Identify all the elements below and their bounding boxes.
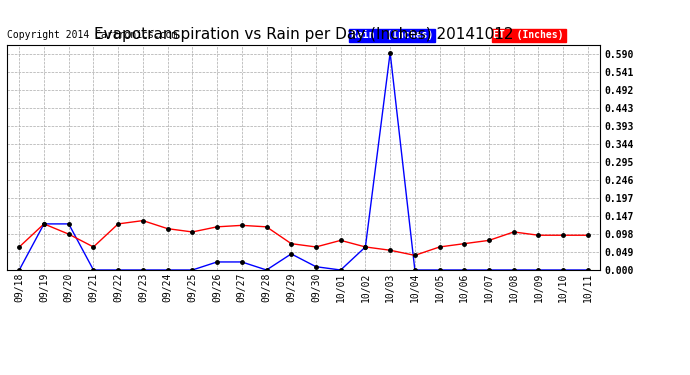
ET  (Inches) xyxy=(460,242,469,246)
ET  (Inches) xyxy=(362,245,370,249)
ET  (Inches) xyxy=(65,232,73,236)
Rain  (Inches) xyxy=(435,268,444,272)
Rain  (Inches) xyxy=(312,264,320,269)
Rain  (Inches) xyxy=(139,268,147,272)
ET  (Inches) xyxy=(485,238,493,243)
ET  (Inches) xyxy=(237,223,246,228)
Text: Copyright 2014 Cartronics.com: Copyright 2014 Cartronics.com xyxy=(7,30,177,40)
ET  (Inches) xyxy=(435,245,444,249)
Rain  (Inches) xyxy=(337,268,345,272)
Rain  (Inches) xyxy=(485,268,493,272)
ET  (Inches) xyxy=(262,225,270,229)
ET  (Inches) xyxy=(386,248,394,252)
Text: Rain  (Inches): Rain (Inches) xyxy=(351,30,433,40)
Title: Evapotranspiration vs Rain per Day (Inches) 20141012: Evapotranspiration vs Rain per Day (Inch… xyxy=(94,27,513,42)
Rain  (Inches) xyxy=(65,222,73,226)
ET  (Inches) xyxy=(139,218,147,223)
ET  (Inches) xyxy=(312,245,320,249)
ET  (Inches) xyxy=(15,245,23,249)
Rain  (Inches) xyxy=(188,268,197,272)
ET  (Inches) xyxy=(584,233,592,237)
ET  (Inches) xyxy=(213,225,221,229)
Rain  (Inches) xyxy=(114,268,122,272)
Rain  (Inches) xyxy=(460,268,469,272)
ET  (Inches) xyxy=(89,245,97,249)
Rain  (Inches) xyxy=(213,260,221,264)
ET  (Inches) xyxy=(510,230,518,234)
ET  (Inches) xyxy=(164,226,172,231)
Rain  (Inches) xyxy=(411,268,419,272)
ET  (Inches) xyxy=(559,233,567,237)
ET  (Inches) xyxy=(337,238,345,243)
Rain  (Inches) xyxy=(262,268,270,272)
ET  (Inches) xyxy=(287,242,295,246)
Rain  (Inches) xyxy=(559,268,567,272)
ET  (Inches) xyxy=(188,230,197,234)
Rain  (Inches) xyxy=(89,268,97,272)
ET  (Inches) xyxy=(411,253,419,258)
Rain  (Inches) xyxy=(287,252,295,256)
ET  (Inches) xyxy=(534,233,542,237)
Rain  (Inches) xyxy=(584,268,592,272)
Rain  (Inches) xyxy=(164,268,172,272)
Line: ET  (Inches): ET (Inches) xyxy=(17,219,590,257)
Line: Rain  (Inches): Rain (Inches) xyxy=(17,51,590,272)
Rain  (Inches) xyxy=(362,245,370,249)
ET  (Inches) xyxy=(114,222,122,226)
Rain  (Inches) xyxy=(15,268,23,272)
ET  (Inches) xyxy=(40,222,48,226)
Rain  (Inches) xyxy=(386,50,394,55)
Rain  (Inches) xyxy=(534,268,542,272)
Text: ET  (Inches): ET (Inches) xyxy=(493,30,564,40)
Rain  (Inches) xyxy=(510,268,518,272)
Rain  (Inches) xyxy=(40,222,48,226)
Rain  (Inches) xyxy=(237,260,246,264)
